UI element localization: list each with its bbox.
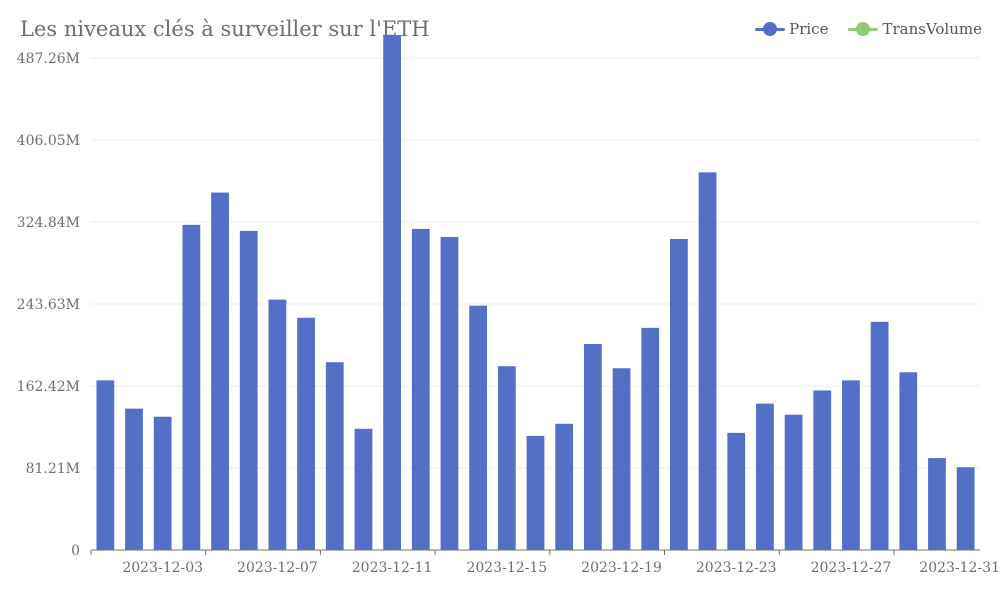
bar-2023-12-09[interactable]: [325, 362, 344, 550]
bar-2023-12-15[interactable]: [497, 366, 516, 550]
bar-2023-12-01[interactable]: [96, 380, 115, 550]
x-tick-label: 2023-12-19: [581, 560, 662, 576]
bars: [96, 35, 975, 551]
bar-2023-12-26[interactable]: [813, 390, 832, 550]
bar-2023-12-18[interactable]: [583, 344, 602, 550]
legend-item-price[interactable]: Price: [755, 20, 828, 38]
legend: Price TransVolume: [755, 20, 982, 38]
bar-2023-12-22[interactable]: [698, 172, 717, 551]
bar-2023-12-30[interactable]: [928, 458, 946, 550]
chart-title: Les niveaux clés à surveiller sur l'ETH: [20, 17, 430, 41]
x-tick-label: 2023-12-23: [696, 560, 777, 576]
bar-2023-12-05[interactable]: [211, 192, 229, 550]
bar-2023-12-28[interactable]: [870, 321, 889, 550]
bar-2023-12-27[interactable]: [842, 380, 860, 550]
x-tick-label: 2023-12-07: [237, 560, 318, 576]
bar-2023-12-25[interactable]: [784, 414, 803, 550]
bar-2023-12-08[interactable]: [297, 317, 315, 550]
bar-2023-12-23[interactable]: [727, 432, 746, 550]
bar-2023-12-19[interactable]: [612, 368, 631, 550]
bar-2023-12-16[interactable]: [526, 435, 545, 550]
x-tick-label: 2023-12-03: [122, 560, 203, 576]
bar-2023-12-17[interactable]: [555, 423, 574, 550]
bar-2023-12-07[interactable]: [268, 299, 287, 550]
bar-2023-12-13[interactable]: [440, 236, 459, 551]
bar-2023-12-29[interactable]: [899, 372, 918, 550]
bar-2023-12-11[interactable]: [383, 35, 401, 551]
y-tick-label: 162.42M: [17, 379, 80, 395]
x-tick-label: 2023-12-27: [811, 560, 892, 576]
legend-swatch-price: [755, 22, 786, 36]
y-tick-label: 406.05M: [17, 133, 80, 149]
bar-2023-12-14[interactable]: [469, 305, 488, 550]
bar-2023-12-24[interactable]: [756, 403, 774, 550]
y-tick-label: 324.84M: [17, 215, 80, 231]
x-tick-label: 2023-12-31: [919, 560, 1000, 576]
bar-2023-12-02[interactable]: [125, 408, 143, 550]
x-axis: 2023-12-03 2023-12-07 2023-12-11 2023-12-15…: [90, 549, 1000, 576]
legend-item-transvolume[interactable]: TransVolume: [848, 20, 982, 38]
bar-2023-12-06[interactable]: [239, 230, 258, 550]
legend-label-transvolume: TransVolume: [882, 20, 982, 38]
x-tick-label: 2023-12-15: [466, 560, 547, 576]
y-tick-label: 81.21M: [26, 461, 80, 477]
bar-2023-12-10[interactable]: [354, 428, 373, 550]
bar-2023-12-12[interactable]: [411, 228, 430, 550]
bar-2023-12-21[interactable]: [670, 239, 688, 550]
bar-2023-12-04[interactable]: [182, 224, 201, 550]
legend-label-price: Price: [789, 20, 829, 38]
y-tick-label: 0: [71, 543, 80, 559]
y-tick-label: 243.63M: [17, 297, 80, 313]
gridlines: [91, 57, 980, 469]
bar-2023-12-20[interactable]: [641, 327, 660, 550]
y-axis: 0 81.21M 162.42M 243.63M 324.84M 406.05M 487.2…: [17, 51, 80, 559]
legend-swatch-transvolume: [848, 22, 879, 36]
x-tick-label: 2023-12-11: [352, 560, 433, 576]
y-tick-label: 487.26M: [17, 51, 80, 67]
bar-2023-12-31[interactable]: [956, 467, 975, 550]
bar-2023-12-03[interactable]: [153, 416, 172, 550]
